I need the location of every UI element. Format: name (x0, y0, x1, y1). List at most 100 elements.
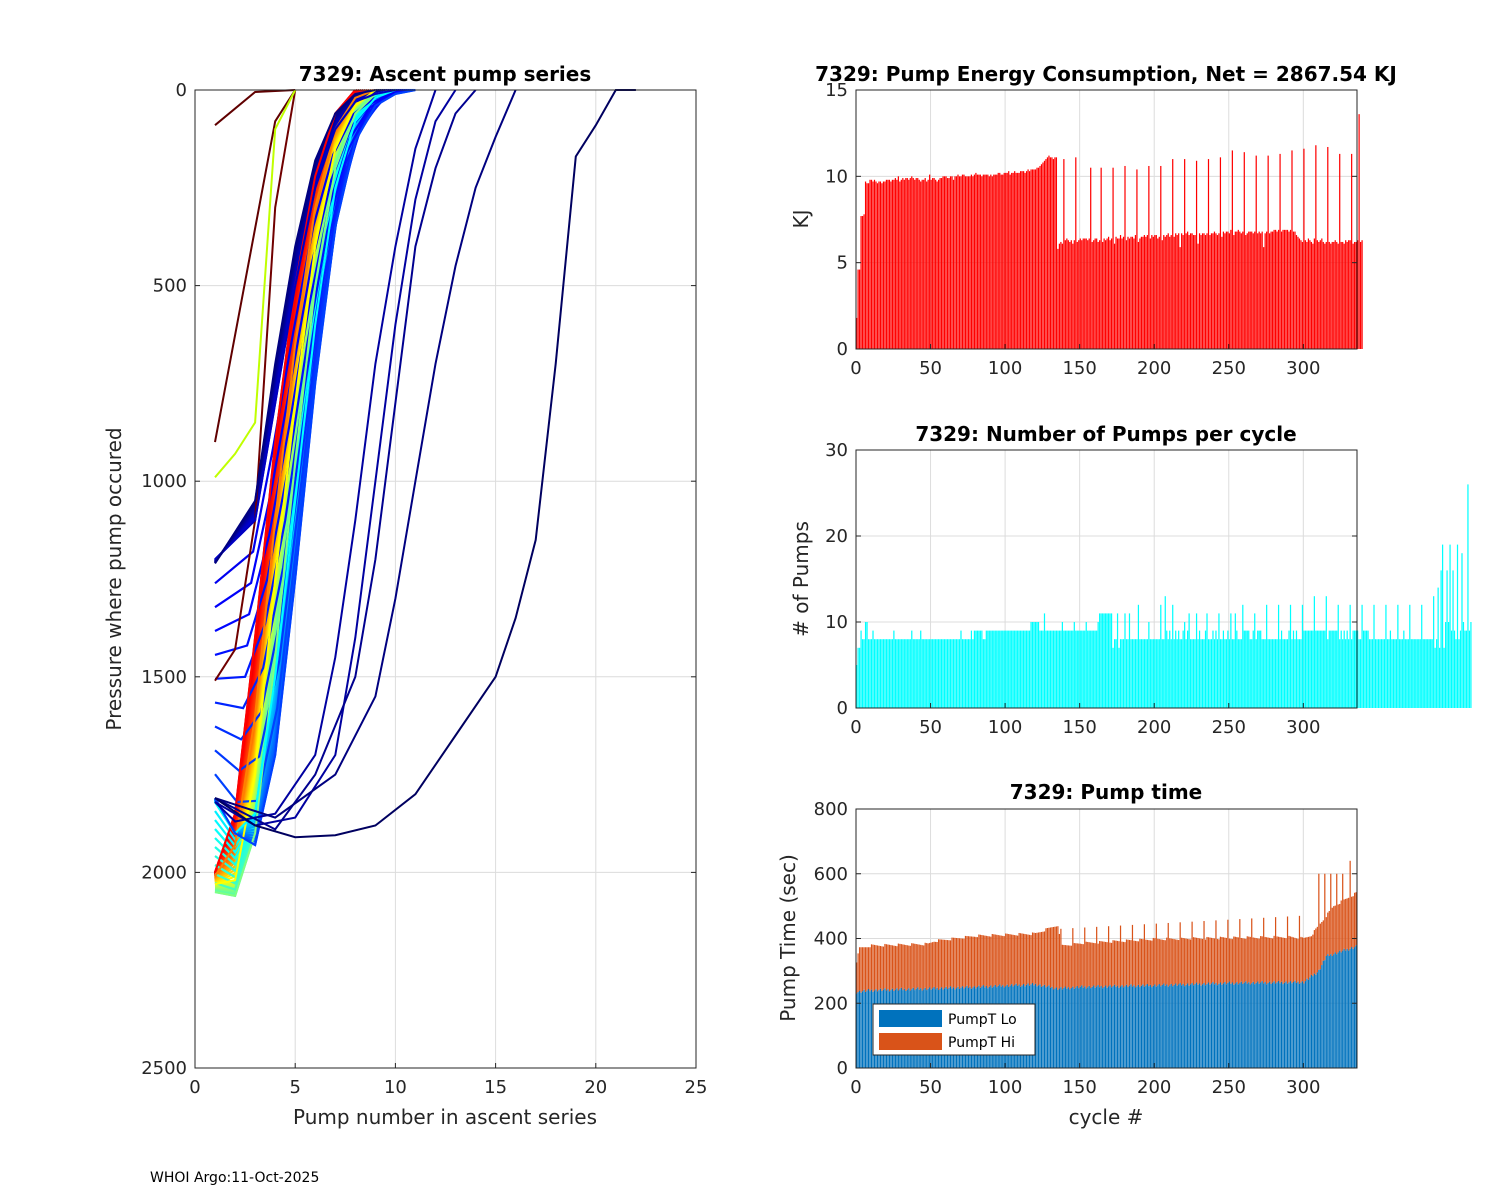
bar (949, 176, 952, 349)
bar (878, 181, 880, 349)
bar (1127, 639, 1129, 708)
bar-pumpt-lo (1334, 952, 1336, 1068)
bar (1225, 231, 1228, 349)
bar (1049, 157, 1052, 349)
bar (1312, 243, 1314, 349)
bar-pumpt-hi (1027, 934, 1029, 984)
bar (1192, 639, 1195, 708)
bar (1170, 235, 1172, 349)
bar-pumpt-hi (981, 935, 983, 987)
bar (882, 639, 885, 708)
bar (1231, 639, 1233, 708)
bar (1243, 630, 1245, 708)
bar-pumpt-lo (1292, 982, 1295, 1068)
bar-pumpt-hi (1277, 936, 1280, 981)
bar (1218, 613, 1220, 708)
bar (1158, 236, 1160, 349)
bar (1400, 639, 1402, 708)
bar-pumpt-hi (1254, 937, 1256, 985)
bar-pumpt-lo (1182, 983, 1184, 1068)
bar-pumpt-hi (1319, 923, 1321, 970)
bar-pumpt-hi (1236, 937, 1238, 983)
bar-pumpt-lo (1085, 988, 1087, 1068)
bar (967, 176, 970, 349)
bar-pumpt-hi (1334, 905, 1336, 953)
bar-pumpt-lo (1258, 983, 1260, 1068)
bar-pumpt-hi (888, 944, 891, 992)
bar (967, 639, 970, 708)
bar (1037, 167, 1040, 349)
bar (1280, 231, 1283, 349)
bar (933, 639, 935, 708)
bar-pumpt-hi (1002, 935, 1004, 986)
bar-pumpt-hi (920, 944, 922, 989)
bar-pumpt-lo (1046, 986, 1049, 1068)
bar-pumpt-lo (1225, 984, 1228, 1068)
bar-pumpt-hi (1009, 934, 1011, 986)
bar (1364, 630, 1366, 708)
bar (938, 639, 940, 708)
bar (1386, 639, 1389, 708)
bar-pumpt-hi (1139, 938, 1141, 988)
bar (1113, 243, 1116, 349)
bar-pumpt-hi (1355, 892, 1357, 946)
bar-pumpt-lo (1300, 982, 1302, 1068)
bar-pumpt-hi (1251, 918, 1253, 984)
bar-pumpt-lo (1216, 985, 1219, 1068)
bar-pumpt-lo (1188, 985, 1190, 1068)
ascent-series-band-darkblue (214, 89, 396, 561)
x-tick-label: 250 (1212, 358, 1246, 379)
bar (1154, 235, 1156, 349)
bar-pumpt-hi (1286, 916, 1289, 984)
bar (885, 179, 888, 349)
bar-pumpt-hi (1058, 933, 1061, 989)
bar-pumpt-hi (1215, 920, 1217, 983)
bar-pumpt-hi (858, 947, 861, 991)
bar (984, 174, 986, 349)
bar (1084, 238, 1086, 349)
ascent-lines (213, 88, 636, 898)
bar (969, 639, 971, 708)
bar (930, 639, 932, 708)
bar (1357, 240, 1359, 349)
bar-pumpt-hi (1289, 936, 1292, 982)
bar-pumpt-hi (1043, 931, 1046, 985)
bar (1245, 630, 1247, 708)
bar (1407, 639, 1409, 708)
bar (1033, 169, 1035, 349)
bar-pumpt-lo (1130, 984, 1132, 1068)
bar-pumpt-hi (894, 945, 896, 990)
bar-pumpt-lo (1070, 988, 1072, 1068)
bar (1079, 630, 1081, 708)
bar-pumpt-hi (1295, 938, 1298, 983)
bar-pumpt-lo (1039, 984, 1041, 1068)
bar-pumpt-lo (1051, 986, 1053, 1068)
bar (1099, 613, 1101, 708)
bar-pumpt-hi (1298, 915, 1301, 984)
bar (1179, 247, 1181, 349)
bar (1081, 240, 1083, 349)
energy-chart: 7329: Pump Energy Consumption, Net = 286… (789, 62, 1397, 379)
bar (1182, 235, 1184, 349)
bar (1436, 639, 1438, 708)
bar (984, 639, 986, 708)
bar-pumpt-hi (1152, 937, 1154, 986)
bar (1011, 630, 1013, 708)
bar-pumpt-lo (1119, 986, 1122, 1068)
bar-pumpt-lo (1060, 987, 1062, 1068)
bar-pumpt-hi (1288, 935, 1290, 983)
bar (1403, 630, 1405, 708)
bar-pumpt-lo (1069, 989, 1071, 1068)
y-tick-label: 0 (837, 339, 848, 360)
bar (1099, 240, 1101, 349)
bar-pumpt-hi (1100, 941, 1102, 986)
bar (1188, 613, 1190, 708)
bar-pumpt-hi (903, 944, 905, 989)
bar-pumpt-lo (1269, 981, 1271, 1068)
bar (1261, 639, 1263, 708)
bar-pumpt-lo (1076, 985, 1078, 1068)
bar-pumpt-hi (1327, 912, 1329, 955)
bar (1085, 622, 1087, 708)
bar-pumpt-hi (1206, 936, 1208, 984)
bar (920, 630, 922, 708)
